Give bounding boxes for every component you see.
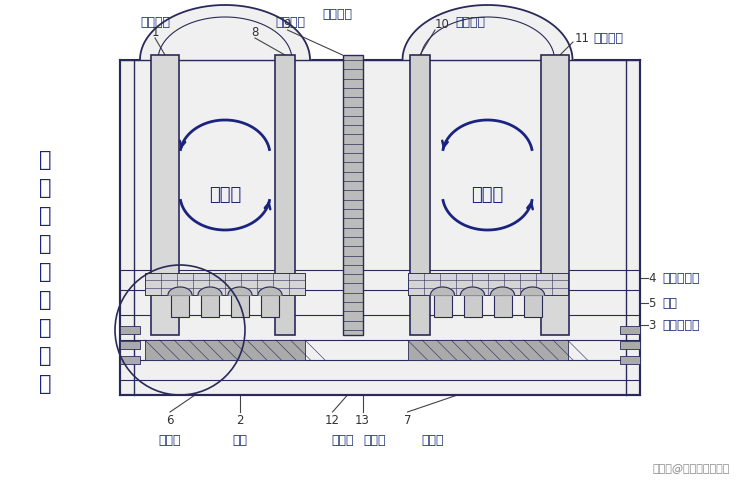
Text: 第二玻璃: 第二玻璃: [275, 16, 305, 29]
Text: 1: 1: [151, 27, 159, 39]
Bar: [120, 356, 140, 364]
Polygon shape: [168, 287, 192, 295]
Text: 橡胶密封条: 橡胶密封条: [662, 272, 699, 284]
Text: 8: 8: [252, 27, 259, 39]
Polygon shape: [410, 55, 430, 335]
Text: 橡胶减震垫: 橡胶减震垫: [662, 318, 699, 331]
Polygon shape: [258, 287, 282, 295]
Polygon shape: [408, 273, 568, 295]
Bar: [523, 295, 542, 317]
Polygon shape: [431, 287, 454, 295]
Bar: [201, 295, 219, 317]
Text: 夹角膜层: 夹角膜层: [323, 8, 352, 21]
Bar: [120, 326, 140, 334]
Polygon shape: [408, 340, 568, 360]
Text: 窗: 窗: [38, 262, 51, 282]
Polygon shape: [120, 60, 640, 395]
Text: 玻: 玻: [38, 178, 51, 198]
Text: 组: 组: [38, 290, 51, 310]
Bar: [494, 295, 511, 317]
Polygon shape: [145, 340, 305, 360]
Polygon shape: [520, 287, 545, 295]
Text: 部: 部: [38, 346, 51, 366]
Text: 分子塞: 分子塞: [332, 434, 354, 447]
Text: 热传导: 热传导: [209, 186, 241, 204]
Polygon shape: [228, 287, 252, 295]
Bar: [171, 295, 189, 317]
Bar: [463, 295, 482, 317]
Text: 热传导: 热传导: [471, 186, 504, 204]
Polygon shape: [275, 55, 295, 335]
Polygon shape: [460, 287, 485, 295]
Text: 构: 构: [38, 318, 51, 338]
Polygon shape: [151, 55, 179, 335]
Polygon shape: [541, 55, 569, 335]
Polygon shape: [145, 273, 305, 295]
Text: 4: 4: [648, 272, 656, 284]
Bar: [261, 295, 279, 317]
Text: 两: 两: [38, 206, 51, 226]
Text: 件: 件: [38, 374, 51, 394]
Text: 10: 10: [435, 18, 450, 32]
Text: 窗框: 窗框: [232, 434, 247, 447]
Text: 四: 四: [38, 150, 51, 170]
Text: 腔: 腔: [38, 234, 51, 254]
Bar: [434, 295, 451, 317]
Text: 限位块: 限位块: [363, 434, 386, 447]
Text: 第三玻璃: 第三玻璃: [455, 16, 485, 29]
Text: 12: 12: [325, 414, 340, 427]
Text: 第四玻璃: 第四玻璃: [593, 32, 623, 45]
Text: 11: 11: [575, 32, 590, 45]
Text: 6: 6: [166, 414, 174, 427]
Text: 9: 9: [283, 18, 292, 32]
Text: 13: 13: [355, 414, 370, 427]
Text: 卡块: 卡块: [662, 296, 677, 310]
Text: 搜狐号@搜狐黑点黄冈站: 搜狐号@搜狐黑点黄冈站: [653, 464, 730, 474]
Bar: [620, 341, 640, 349]
Polygon shape: [491, 287, 514, 295]
Bar: [620, 326, 640, 334]
Text: 2: 2: [236, 414, 243, 427]
Text: 暖边条: 暖边条: [159, 434, 181, 447]
Bar: [620, 356, 640, 364]
Text: 7: 7: [404, 414, 411, 427]
Bar: [231, 295, 249, 317]
Polygon shape: [343, 55, 363, 335]
Text: 定位块: 定位块: [421, 434, 444, 447]
Text: 第一玻璃: 第一玻璃: [140, 16, 170, 29]
Polygon shape: [198, 287, 222, 295]
Text: 5: 5: [648, 296, 656, 310]
Bar: [120, 341, 140, 349]
Text: 3: 3: [648, 318, 656, 331]
